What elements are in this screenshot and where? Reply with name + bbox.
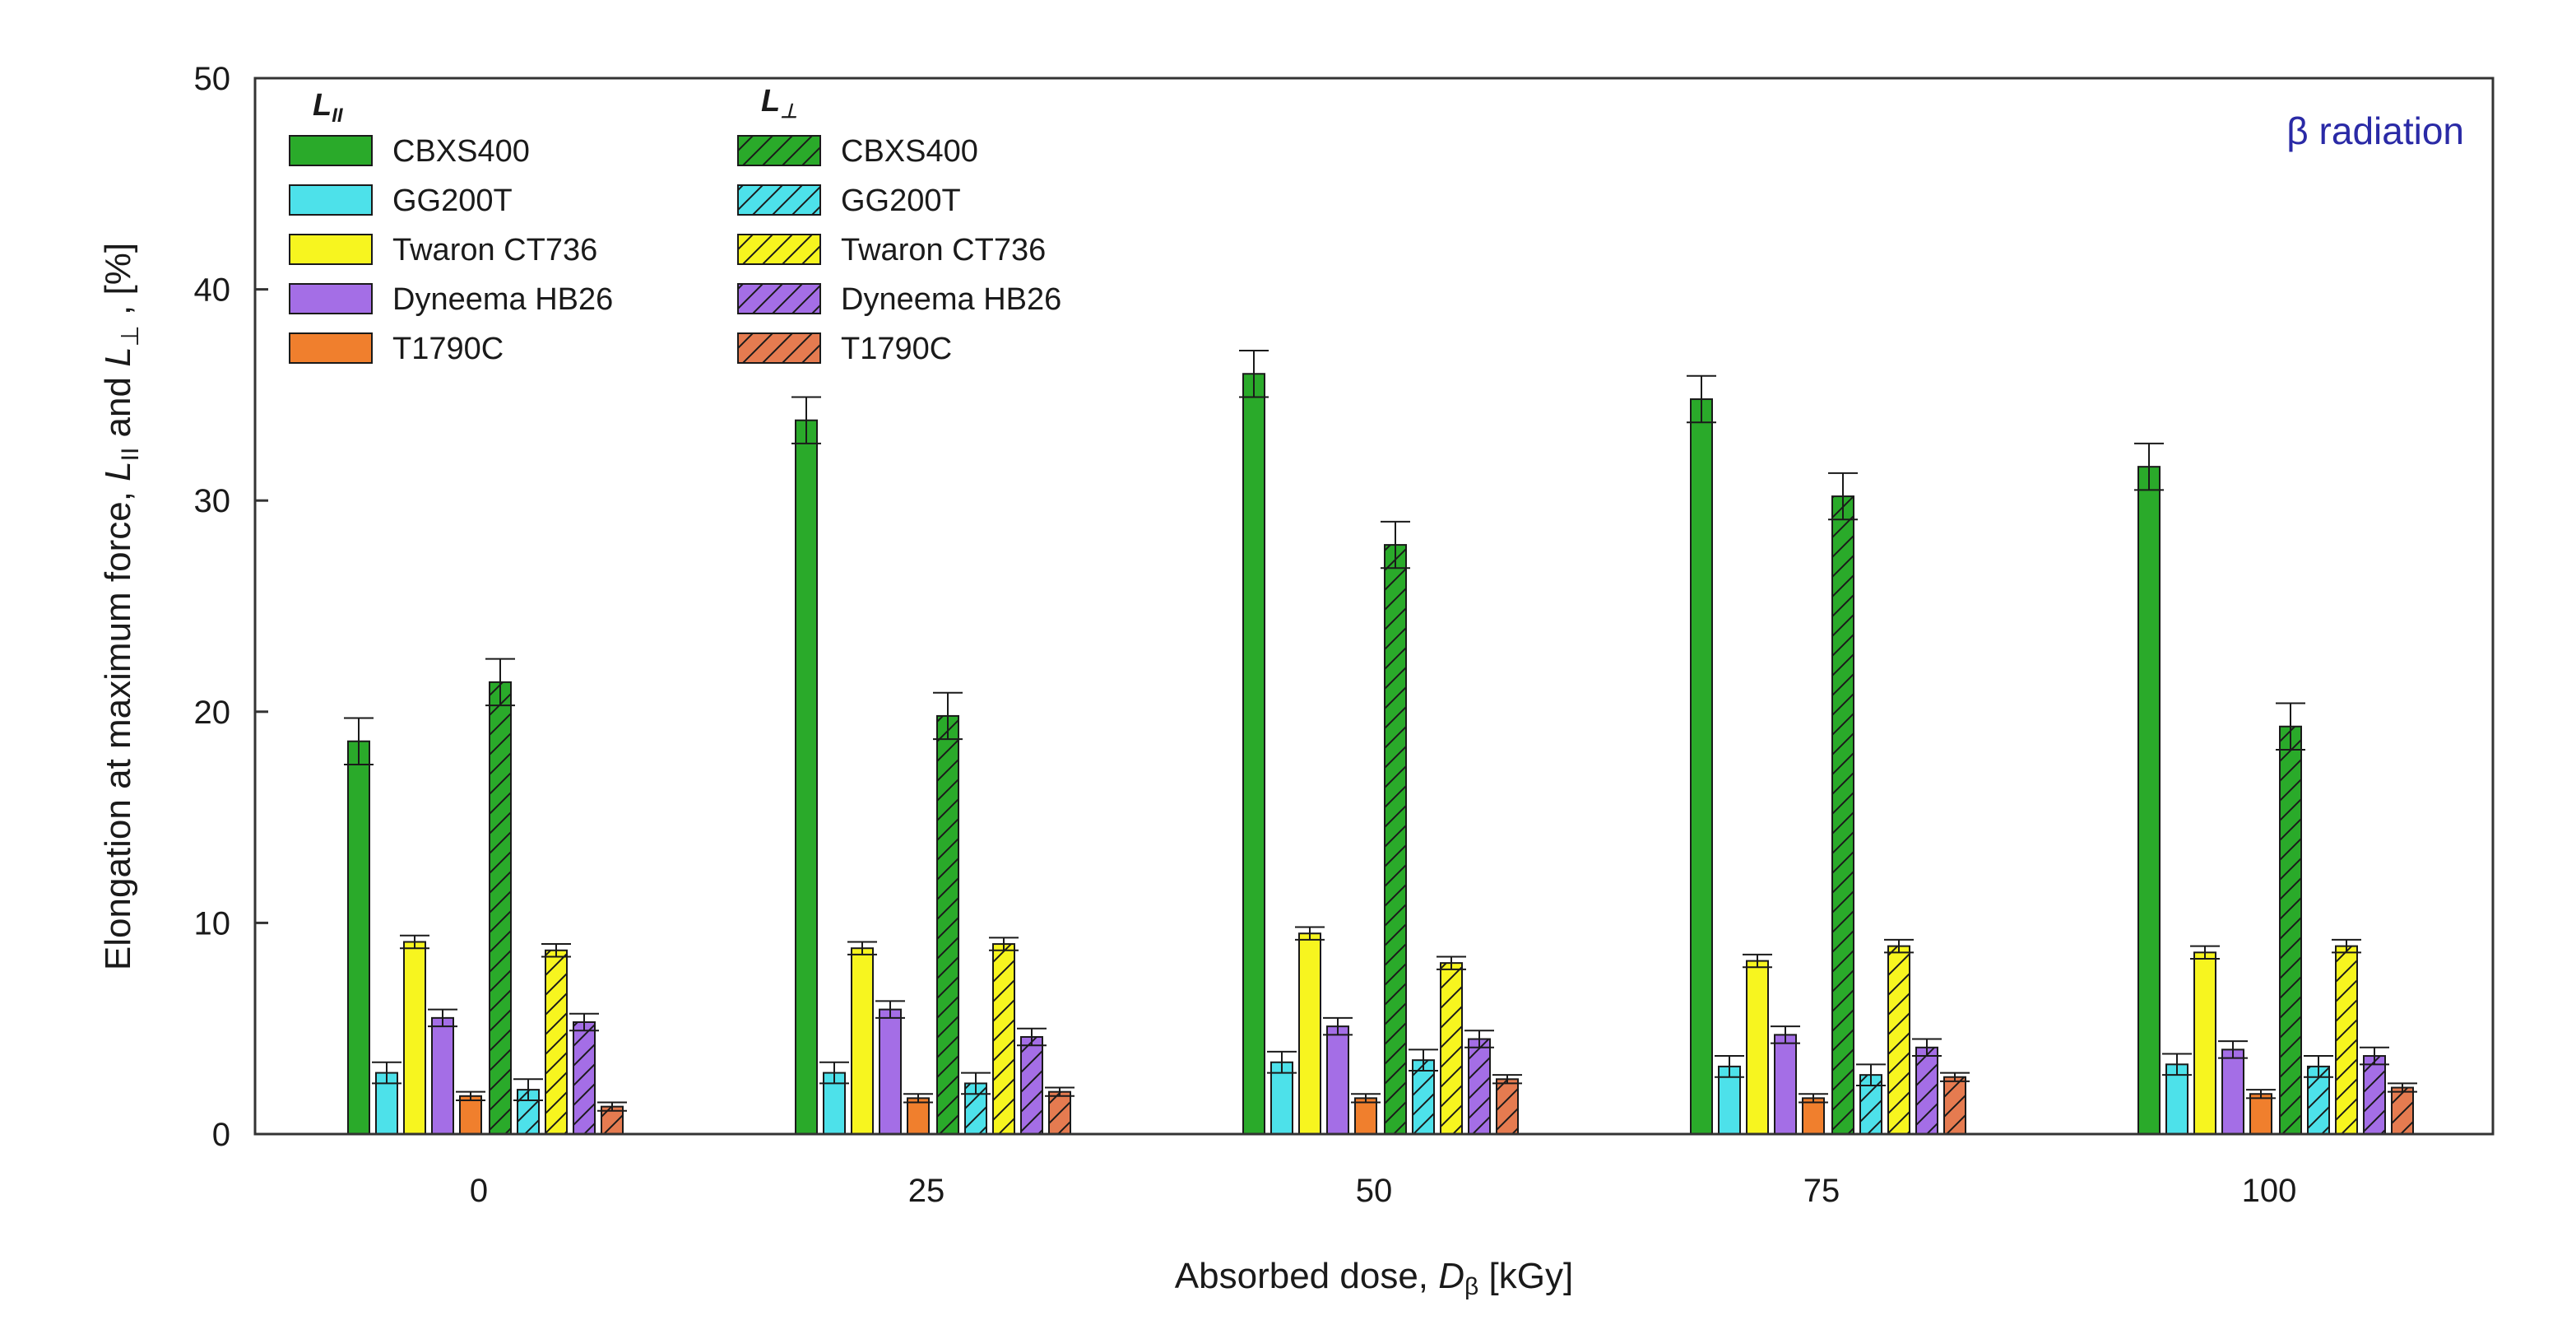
legend-swatch xyxy=(289,283,373,314)
bar xyxy=(431,1016,454,1135)
legend-label: CBXS400 xyxy=(841,134,978,169)
bar-hatch xyxy=(1049,1091,1070,1134)
bar-hatch xyxy=(1413,1060,1434,1134)
bar-hatch xyxy=(2336,946,2357,1134)
y-axis-title-symbol-1: L xyxy=(98,461,138,481)
legend-label: Twaron CT736 xyxy=(392,233,597,267)
legend-label: GG200T xyxy=(392,184,513,218)
bar-hatch xyxy=(1916,1047,1938,1134)
plot-frame xyxy=(253,77,2495,1136)
bar xyxy=(2249,1093,2272,1135)
bar xyxy=(1774,1034,1797,1135)
bar-hatch xyxy=(1441,963,1462,1134)
legend-label: Dyneema HB26 xyxy=(392,282,613,317)
bar-hatch xyxy=(1944,1076,1966,1134)
bar xyxy=(347,740,370,1135)
bar xyxy=(403,941,426,1136)
bar xyxy=(1242,373,1265,1135)
legend-swatch-hatch xyxy=(738,284,820,314)
bar-hatch xyxy=(2364,1056,2385,1134)
y-tick-label: 10 xyxy=(194,905,231,941)
y-tick-label: 40 xyxy=(194,272,231,309)
legend-group-title-parallel: LII xyxy=(313,88,344,127)
legend-group-title-perpendicular-symbol: L xyxy=(761,84,780,119)
bar xyxy=(1690,398,1713,1136)
x-axis-title-subscript: β xyxy=(1464,1273,1478,1300)
y-tick-label: 50 xyxy=(194,61,231,97)
bar xyxy=(795,419,818,1135)
x-tick-label: 0 xyxy=(470,1173,488,1209)
legend-label: Twaron CT736 xyxy=(841,233,1046,267)
legend-group-title-parallel-symbol: L xyxy=(313,88,332,123)
bar xyxy=(1298,932,1321,1135)
x-tick-label: 50 xyxy=(1356,1173,1393,1209)
bar xyxy=(2193,951,2216,1135)
bar-hatch xyxy=(1469,1039,1490,1134)
y-axis-title-symbol-2: L xyxy=(98,346,138,366)
x-axis-title: Absorbed dose, Dβ [kGy] xyxy=(1175,1256,1573,1300)
bar xyxy=(1746,960,1769,1136)
legend-swatch xyxy=(289,184,373,216)
bar-hatch xyxy=(1021,1036,1042,1134)
x-axis-title-suffix: [kGy] xyxy=(1478,1256,1573,1296)
bar xyxy=(1326,1025,1349,1136)
bar xyxy=(851,947,874,1136)
bars xyxy=(344,350,2417,1136)
y-axis-title-subscript-1: II xyxy=(117,448,144,462)
y-axis-title: Elongation at maximum force, LII and L⊥ … xyxy=(98,243,144,970)
y-tick-label: 0 xyxy=(212,1117,230,1153)
legend-swatch-hatch xyxy=(738,235,820,264)
bar xyxy=(1354,1097,1377,1136)
radiation-annotation: β radiation xyxy=(2286,109,2464,152)
bar-hatch xyxy=(490,681,511,1134)
bar-hatch xyxy=(937,715,958,1134)
legend-label: Dyneema HB26 xyxy=(841,282,1061,317)
legend-swatch-hatch xyxy=(738,185,820,215)
x-tick-label: 100 xyxy=(2242,1173,2297,1209)
x-tick-label: 75 xyxy=(1803,1173,1840,1209)
legend-swatch xyxy=(289,332,373,364)
y-axis-title-suffix: , [%] xyxy=(98,243,138,325)
x-axis-ticks: 0 25 50 75 100 xyxy=(470,1123,2297,1209)
legend-label: GG200T xyxy=(841,184,961,218)
x-axis-title-symbol: D xyxy=(1438,1256,1464,1296)
bar-hatch xyxy=(2280,726,2301,1134)
bar-hatch xyxy=(1385,545,1406,1134)
y-axis-title-mid: and xyxy=(98,367,138,448)
bar-hatch xyxy=(1832,496,1854,1134)
bar-hatch xyxy=(573,1022,595,1134)
bar xyxy=(1802,1097,1825,1136)
bar-hatch xyxy=(993,944,1014,1134)
bar xyxy=(907,1097,930,1136)
legend-group-title-parallel-subscript: II xyxy=(332,105,344,127)
legend-items: CBXS400 GG200T Twaron CT736 Dyneema HB26 T17… xyxy=(289,134,1061,366)
y-axis-title-prefix: Elongation at maximum force, xyxy=(98,481,138,970)
y-axis-ticks: 0 10 20 30 40 50 xyxy=(194,61,268,1153)
y-axis-title-subscript-2: ⊥ xyxy=(117,325,144,346)
legend-swatch-hatch xyxy=(738,136,820,165)
bar xyxy=(2137,466,2161,1135)
bar xyxy=(2221,1048,2244,1135)
legend-swatch xyxy=(289,135,373,166)
x-axis-title-prefix: Absorbed dose, xyxy=(1175,1256,1438,1296)
bar-hatch xyxy=(1888,946,1910,1134)
legend-label: T1790C xyxy=(392,332,504,366)
legend-swatch-hatch xyxy=(738,333,820,363)
legend-label: T1790C xyxy=(841,332,952,366)
bar-hatch xyxy=(545,950,567,1134)
bar xyxy=(459,1095,482,1136)
legend-swatch xyxy=(289,234,373,265)
bar xyxy=(879,1008,902,1135)
legend-label: CBXS400 xyxy=(392,134,530,169)
legend-group-title-perpendicular: L⊥ xyxy=(761,84,797,123)
y-tick-label: 20 xyxy=(194,695,231,731)
legend-group-title-perpendicular-subscript: ⊥ xyxy=(780,100,797,123)
y-tick-label: 30 xyxy=(194,483,231,519)
x-tick-label: 25 xyxy=(908,1173,945,1209)
bar-hatch xyxy=(2392,1087,2413,1134)
bar-hatch xyxy=(1497,1079,1518,1134)
